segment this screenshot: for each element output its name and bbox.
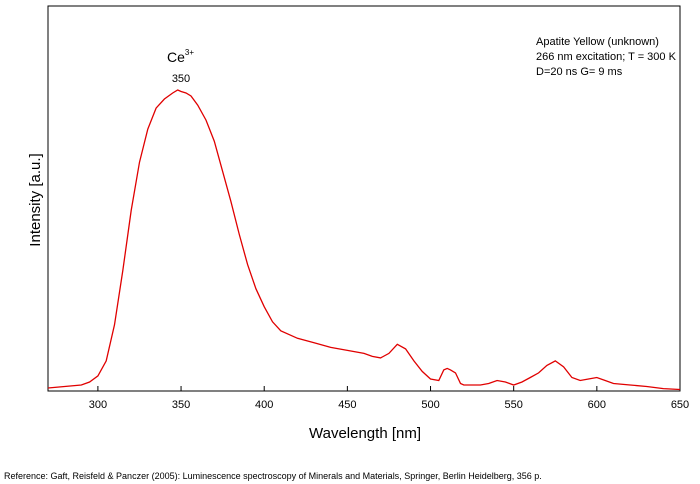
reference-caption: Reference: Gaft, Reisfeld & Panczer (200… (4, 471, 542, 481)
series-line-spectrum (47, 89, 681, 391)
x-tick-label: 350 (172, 399, 190, 411)
peak-label: 350 (172, 73, 190, 85)
x-axis-label: Wavelength [nm] (309, 425, 421, 442)
x-tick-label: 600 (588, 399, 606, 411)
legend-line-1: Apatite Yellow (unknown) (536, 36, 659, 48)
legend-line-2: 266 nm excitation; T = 300 K (536, 51, 677, 63)
x-tick-label: 650 (671, 399, 689, 411)
x-tick-label: 450 (338, 399, 356, 411)
peak-annotation: Ce3+ 350 (167, 48, 194, 85)
legend-box: Apatite Yellow (unknown) 266 nm excitati… (536, 36, 677, 78)
x-tick-label: 550 (505, 399, 523, 411)
x-axis-tick-labels: 300 350 400 450 500 550 600 650 (89, 399, 689, 411)
legend-line-3: D=20 ns G= 9 ms (536, 66, 623, 78)
x-axis-ticks (97, 386, 681, 391)
ion-label-base: Ce (167, 49, 185, 65)
plot-frame (47, 5, 681, 392)
x-tick-label: 500 (421, 399, 439, 411)
x-tick-label: 400 (255, 399, 273, 411)
x-tick-label: 300 (89, 399, 107, 411)
ion-label: Ce3+ (167, 48, 194, 65)
ion-label-superscript: 3+ (185, 48, 194, 57)
y-axis-label: Intensity [a.u.] (27, 153, 44, 246)
